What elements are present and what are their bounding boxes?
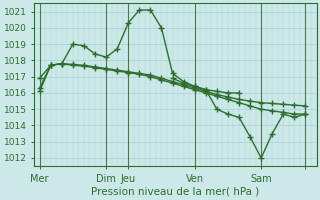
X-axis label: Pression niveau de la mer( hPa ): Pression niveau de la mer( hPa ) [91,187,260,197]
